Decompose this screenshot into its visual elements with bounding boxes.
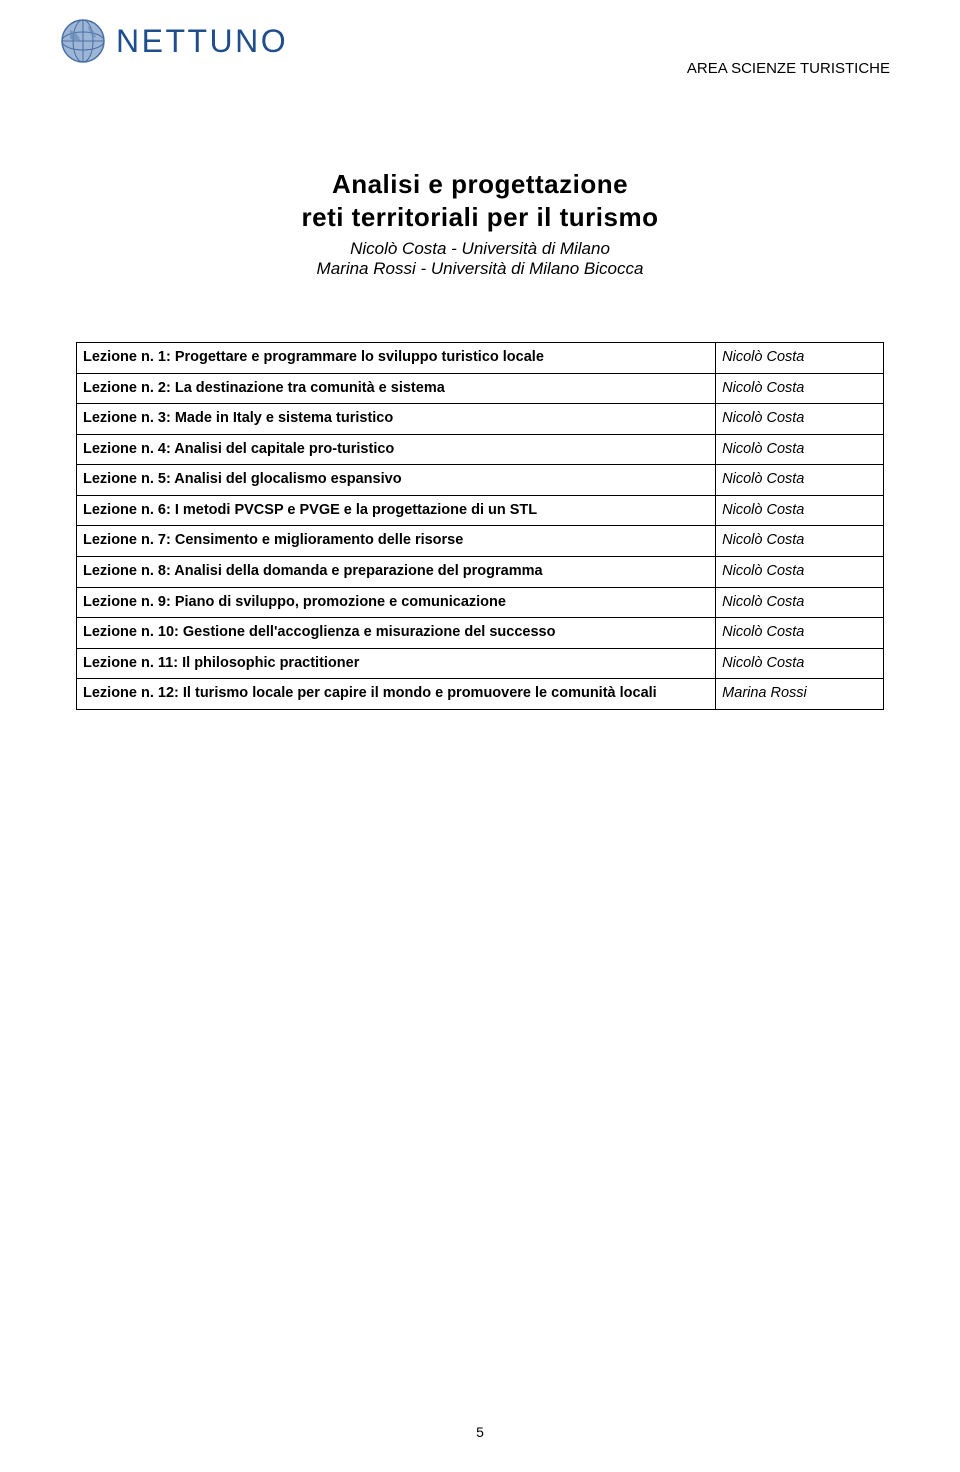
author-cell: Nicolò Costa [716, 556, 884, 587]
header-area-text: AREA SCIENZE TURISTICHE [687, 60, 890, 77]
lesson-cell: Lezione n. 10: Gestione dell'accoglienza… [77, 618, 716, 649]
header-area-label: AREA SCIENZE TURISTICHE [687, 60, 890, 77]
author-cell: Nicolò Costa [716, 495, 884, 526]
table-row: Lezione n. 11: Il philosophic practition… [77, 648, 884, 679]
lesson-cell: Lezione n. 7: Censimento e miglioramento… [77, 526, 716, 557]
lesson-cell: Lezione n. 5: Analisi del glocalismo esp… [77, 465, 716, 496]
author-cell: Marina Rossi [716, 679, 884, 710]
lesson-cell: Lezione n. 1: Progettare e programmare l… [77, 343, 716, 374]
course-author-2: Marina Rossi - Università di Milano Bico… [0, 259, 960, 279]
author-cell: Nicolò Costa [716, 465, 884, 496]
author-cell: Nicolò Costa [716, 618, 884, 649]
author-cell: Nicolò Costa [716, 404, 884, 435]
course-author-1: Nicolò Costa - Università di Milano [0, 239, 960, 259]
course-title-line2: reti territoriali per il turismo [0, 201, 960, 234]
table-row: Lezione n. 9: Piano di sviluppo, promozi… [77, 587, 884, 618]
lesson-cell: Lezione n. 6: I metodi PVCSP e PVGE e la… [77, 495, 716, 526]
table-row: Lezione n. 3: Made in Italy e sistema tu… [77, 404, 884, 435]
table-row: Lezione n. 8: Analisi della domanda e pr… [77, 556, 884, 587]
author-cell: Nicolò Costa [716, 434, 884, 465]
author-cell: Nicolò Costa [716, 373, 884, 404]
lesson-cell: Lezione n. 3: Made in Italy e sistema tu… [77, 404, 716, 435]
table-row: Lezione n. 4: Analisi del capitale pro-t… [77, 434, 884, 465]
table-row: Lezione n. 2: La destinazione tra comuni… [77, 373, 884, 404]
page-number: 5 [0, 1424, 960, 1440]
course-title-line1: Analisi e progettazione [0, 168, 960, 201]
author-cell: Nicolò Costa [716, 648, 884, 679]
table-row: Lezione n. 6: I metodi PVCSP e PVGE e la… [77, 495, 884, 526]
table-row: Lezione n. 1: Progettare e programmare l… [77, 343, 884, 374]
author-cell: Nicolò Costa [716, 587, 884, 618]
lesson-cell: Lezione n. 8: Analisi della domanda e pr… [77, 556, 716, 587]
lesson-cell: Lezione n. 12: Il turismo locale per cap… [77, 679, 716, 710]
lesson-cell: Lezione n. 2: La destinazione tra comuni… [77, 373, 716, 404]
author-cell: Nicolò Costa [716, 526, 884, 557]
lesson-cell: Lezione n. 11: Il philosophic practition… [77, 648, 716, 679]
table-row: Lezione n. 10: Gestione dell'accoglienza… [77, 618, 884, 649]
author-cell: Nicolò Costa [716, 343, 884, 374]
lesson-table: Lezione n. 1: Progettare e programmare l… [76, 342, 884, 710]
logo-area: NETTUNO [60, 18, 288, 64]
globe-icon [60, 18, 106, 64]
logo-text: NETTUNO [116, 23, 288, 60]
lesson-cell: Lezione n. 9: Piano di sviluppo, promozi… [77, 587, 716, 618]
table-row: Lezione n. 12: Il turismo locale per cap… [77, 679, 884, 710]
title-block: Analisi e progettazione reti territorial… [0, 168, 960, 279]
table-row: Lezione n. 7: Censimento e miglioramento… [77, 526, 884, 557]
lesson-cell: Lezione n. 4: Analisi del capitale pro-t… [77, 434, 716, 465]
table-row: Lezione n. 5: Analisi del glocalismo esp… [77, 465, 884, 496]
